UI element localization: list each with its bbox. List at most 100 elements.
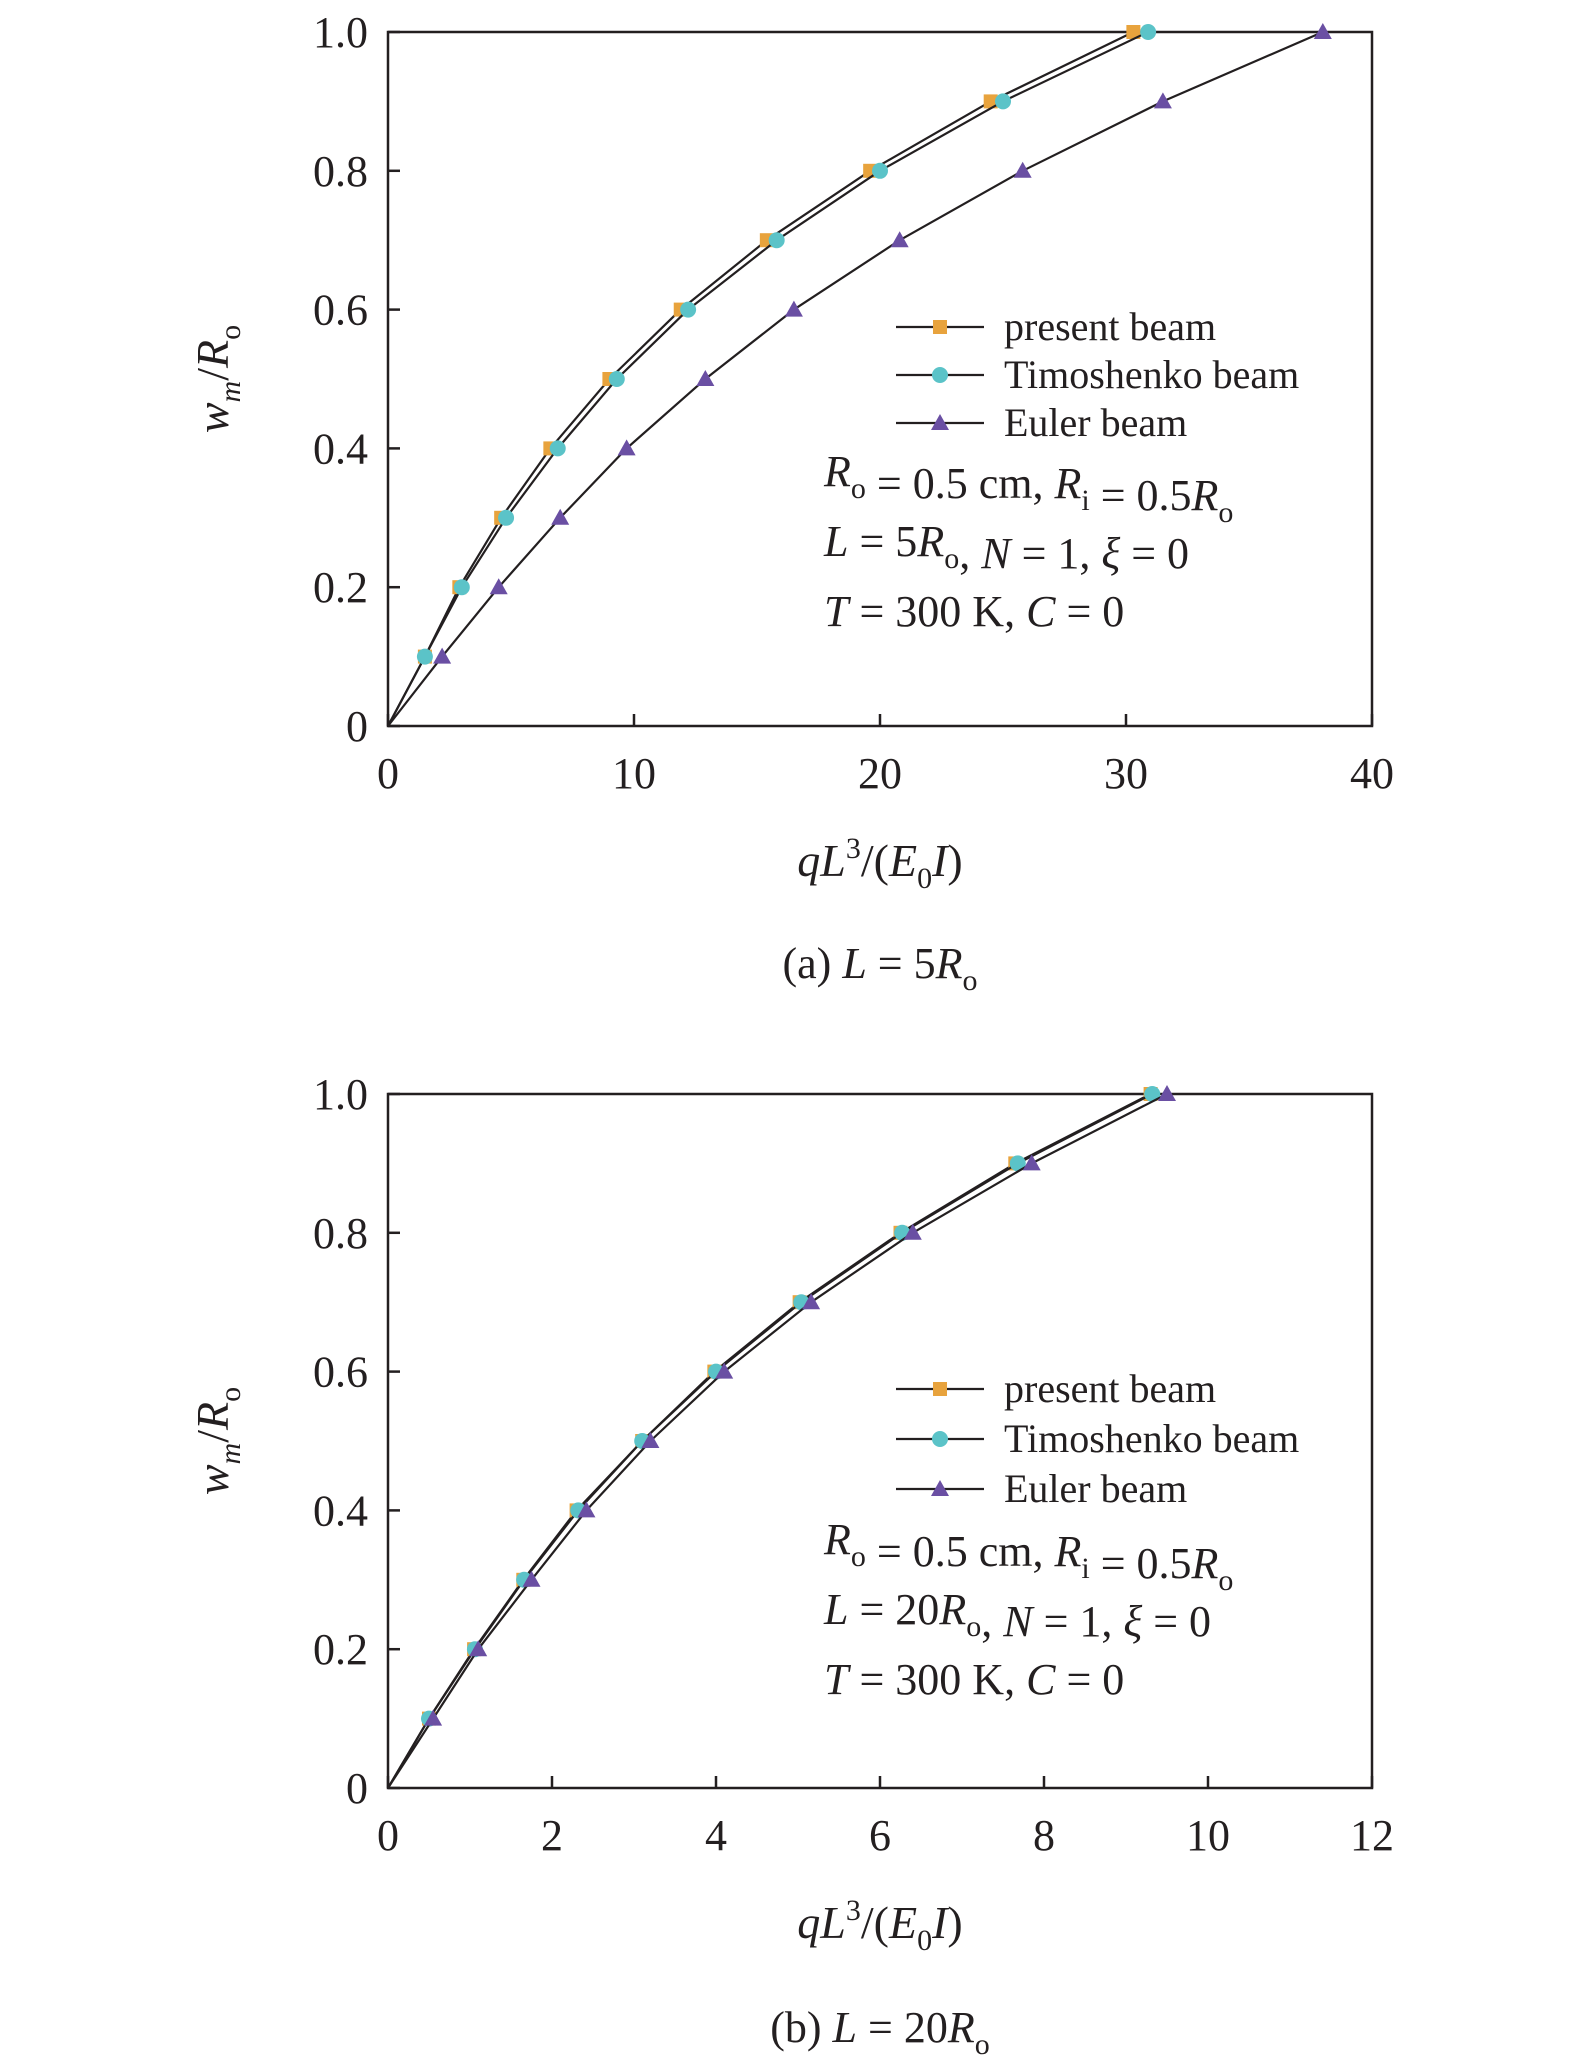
data-point	[617, 439, 636, 456]
chart-caption: (b) L = 20Ro	[770, 2003, 990, 2061]
data-point	[424, 1709, 443, 1726]
annotation-part: N	[980, 529, 1013, 578]
data-point	[768, 232, 785, 249]
y-tick-label: 0	[346, 1764, 368, 1813]
caption-part: R	[947, 2003, 975, 2052]
y-tick-label: 0.8	[313, 1209, 368, 1258]
data-point	[498, 509, 515, 526]
chart-caption: (a) L = 5Ro	[782, 939, 977, 997]
y-title-part: /	[187, 1430, 238, 1443]
annotation-line: L = 20Ro, N = 1, ξ = 0	[823, 1585, 1211, 1646]
data-point	[715, 1362, 734, 1379]
data-point	[433, 647, 452, 664]
x-tick-label: 6	[869, 1811, 891, 1860]
y-title-part: w	[187, 402, 238, 433]
x-tick-label: 2	[541, 1811, 563, 1860]
y-tick-label: 1.0	[313, 8, 368, 57]
annotation-part: o	[851, 472, 866, 505]
x-title-part: )	[947, 835, 962, 886]
y-title-part: w	[187, 1464, 238, 1495]
caption-part: (a)	[782, 939, 842, 988]
y-title-part: o	[214, 1387, 247, 1402]
annotation-part: R	[1053, 459, 1081, 508]
annotation-part: ξ	[1101, 529, 1120, 578]
x-title-part: q	[797, 835, 820, 886]
y-tick-label: 0.6	[313, 286, 368, 335]
annotation-part: = 0	[1055, 1655, 1124, 1704]
x-title-part: E	[888, 1897, 917, 1948]
y-tick-label: 1.0	[313, 1070, 368, 1119]
annotation-part: T	[824, 587, 852, 636]
x-title-part: 0	[917, 1924, 932, 1957]
data-point	[1313, 23, 1332, 39]
data-point	[1013, 161, 1032, 178]
y-title-part: m	[214, 381, 247, 403]
series-triangle	[387, 23, 1332, 727]
annotation-part: T	[824, 1655, 852, 1704]
annotation-part: L	[823, 517, 848, 566]
annotation-line: Ro = 0.5 cm, Ri = 0.5Ro	[823, 447, 1233, 529]
annotation-part: C	[1026, 587, 1056, 636]
x-title-part: /(	[861, 835, 889, 886]
data-point	[1009, 1155, 1026, 1172]
annotation-part: i	[1081, 1552, 1089, 1585]
annotation-part: = 0.5 cm,	[866, 459, 1055, 508]
data-point	[1144, 1086, 1161, 1102]
caption-part: L	[832, 2003, 857, 2052]
x-axis-title: qL3/(E0I)	[797, 832, 962, 895]
data-point	[1158, 1085, 1176, 1101]
legend-label: Timoshenko beam	[1004, 1416, 1299, 1461]
x-title-part: L	[819, 835, 846, 886]
data-point	[784, 300, 803, 317]
caption-part: (b)	[770, 2003, 832, 2052]
annotation-part: ,	[959, 529, 981, 578]
legend-label: present beam	[1004, 1366, 1216, 1411]
y-tick-label: 0	[346, 702, 368, 751]
series-circle	[387, 24, 1157, 727]
data-point	[995, 93, 1011, 110]
y-tick-label: 0.2	[313, 1625, 368, 1674]
x-title-part: 3	[846, 832, 861, 865]
y-title-part: /	[187, 368, 238, 381]
y-title-part: R	[187, 340, 238, 369]
y-tick-label: 0.6	[313, 1348, 368, 1397]
annotation-part: = 1,	[1011, 529, 1102, 578]
annotation-part: o	[944, 542, 959, 575]
data-point	[1022, 1154, 1041, 1171]
legend-label: Euler beam	[1004, 1466, 1187, 1511]
x-tick-label: 0	[377, 1811, 399, 1860]
annotation-part: = 5	[848, 517, 917, 566]
annotation-line: T = 300 K, C = 0	[824, 1655, 1124, 1704]
annotation-part: o	[966, 1610, 981, 1643]
x-title-part: /(	[861, 1897, 889, 1948]
y-title-part: o	[214, 325, 247, 340]
annotation-part: = 0.5 cm,	[866, 1527, 1055, 1576]
annotation-line: Ro = 0.5 cm, Ri = 0.5Ro	[823, 1515, 1233, 1597]
annotation-part: = 20	[848, 1585, 939, 1634]
x-title-part: L	[819, 1897, 846, 1948]
caption-part: o	[975, 2028, 990, 2061]
x-tick-label: 20	[858, 749, 902, 798]
data-point	[551, 508, 570, 525]
data-point	[696, 370, 715, 386]
caption-part: = 20	[857, 2003, 948, 2052]
x-tick-label: 10	[1186, 1811, 1230, 1860]
y-tick-label: 0.2	[313, 563, 368, 612]
x-tick-label: 30	[1104, 749, 1148, 798]
annotation-line: L = 5Ro, N = 1, ξ = 0	[823, 517, 1189, 578]
data-point	[983, 94, 998, 109]
x-title-part: I	[931, 835, 950, 886]
data-point	[577, 1501, 596, 1518]
legend-marker	[932, 367, 948, 383]
data-point	[872, 162, 888, 179]
legend: present beam Timoshenko beam Euler beam	[896, 1366, 1299, 1511]
data-point	[680, 301, 697, 318]
annotation-part: = 0	[1120, 529, 1189, 578]
annotation-part: R	[823, 1515, 851, 1564]
legend-marker	[931, 414, 949, 430]
legend-marker	[932, 1431, 948, 1447]
annotation-part: = 0.5	[1090, 1539, 1192, 1588]
